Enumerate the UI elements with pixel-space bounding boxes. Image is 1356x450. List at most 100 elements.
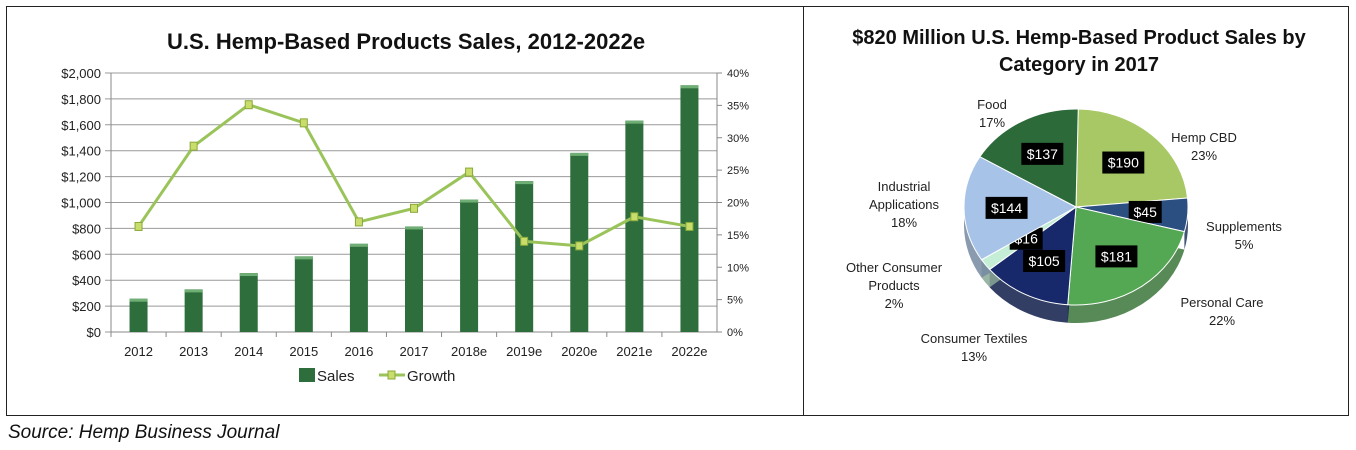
- y2-tick-label: 40%: [727, 68, 749, 80]
- pie-slice-side: [989, 225, 1076, 323]
- slice-percent-label: 17%: [979, 115, 1005, 130]
- y2-tick-label: 5%: [727, 295, 743, 307]
- sales-bar: [515, 181, 534, 332]
- sales-bar-highlight: [184, 289, 203, 293]
- y2-tick-label: 20%: [727, 198, 749, 210]
- sales-bar-highlight: [294, 256, 313, 260]
- slice-category-label: Consumer Textiles: [921, 331, 1028, 346]
- sales-bar-highlight: [405, 226, 423, 230]
- sales-bar-highlight: [570, 152, 589, 156]
- y-tick-label: $1,000: [61, 196, 101, 211]
- pie-chart-title: $820 Million U.S. Hemp-Based Product Sal…: [852, 27, 1306, 76]
- y-tick-label: $800: [72, 221, 101, 236]
- slice-category-label: Food: [977, 97, 1007, 112]
- slice-value-box: [985, 196, 1028, 219]
- slice-percent-label: 22%: [1209, 313, 1235, 328]
- y2-tick-label: 25%: [727, 165, 749, 177]
- legend-growth-marker: [387, 370, 396, 380]
- growth-point: [465, 167, 474, 177]
- sales-bar: [239, 273, 258, 332]
- bar-chart-title: U.S. Hemp-Based Products Sales, 2012-202…: [166, 29, 646, 54]
- x-tick-label: 2015: [289, 344, 318, 359]
- slice-percent-label: 18%: [891, 215, 917, 230]
- x-tick-label: 2019e: [506, 344, 542, 359]
- slice-percent-label: 23%: [1191, 148, 1217, 163]
- legend-sales-label: Sales: [317, 368, 355, 385]
- y-tick-label: $400: [72, 273, 101, 288]
- growth-point: [630, 212, 639, 222]
- slice-category-label: Industrial: [878, 179, 931, 194]
- y2-tick-label: 0%: [727, 327, 743, 339]
- y-tick-label: $200: [72, 299, 101, 314]
- sales-bar: [184, 289, 203, 332]
- slice-category-label: Supplements: [1206, 219, 1282, 234]
- slice-category-label: Hemp CBD: [1171, 130, 1237, 145]
- slice-value-box: [1021, 142, 1064, 165]
- growth-point: [134, 221, 143, 231]
- slice-value-label: $144: [991, 200, 1022, 216]
- x-tick-label: 2014: [234, 344, 263, 359]
- sales-bar: [294, 256, 313, 332]
- slice-value-box: [1095, 245, 1138, 268]
- growth-point: [189, 141, 198, 151]
- growth-point: [520, 236, 529, 246]
- x-tick-label: 2017: [400, 344, 429, 359]
- growth-point: [244, 100, 253, 110]
- pie-chart: $190 Hemp CBD 23% $45 Supplements 5% $181 Perso…: [846, 97, 1282, 364]
- pie-chart-panel: $820 Million U.S. Hemp-Based Product Sal…: [803, 6, 1349, 416]
- x-tick-label: 2016: [344, 344, 373, 359]
- y-tick-label: $1,200: [61, 170, 101, 185]
- slice-value-label: $45: [1134, 204, 1158, 220]
- x-tick-label: 2022e: [671, 344, 707, 359]
- slice-value-label: $105: [1029, 253, 1060, 269]
- sales-bar: [625, 120, 644, 332]
- sales-bar-highlight: [349, 243, 368, 247]
- sales-bar-highlight: [680, 85, 699, 89]
- slice-category-label: Applications: [869, 197, 940, 212]
- bar-line-chart: $0 $200 $400 $600 $800 $1,000 $1,200 $1,400 $1,6…: [61, 66, 749, 385]
- slice-percent-label: 5%: [1235, 237, 1254, 252]
- slice-value-box: [1128, 200, 1162, 223]
- y-tick-label: $1,600: [61, 118, 101, 133]
- y2-tick-label: 30%: [727, 133, 749, 145]
- growth-point: [410, 203, 418, 213]
- slice-category-label: Personal Care: [1180, 295, 1263, 310]
- sales-bar: [349, 243, 368, 332]
- sales-bar-highlight: [515, 181, 534, 185]
- growth-point: [575, 241, 584, 251]
- x-tick-label: 2012: [124, 344, 153, 359]
- sales-bar: [680, 85, 699, 333]
- slice-value-label: $181: [1101, 248, 1132, 264]
- y2-tick-label: 15%: [727, 230, 749, 242]
- slice-value-label: $190: [1108, 155, 1139, 171]
- slice-value-box: [1102, 151, 1145, 174]
- sales-bar-highlight: [129, 298, 148, 302]
- sales-bar-highlight: [625, 120, 644, 124]
- slice-value-box: [1023, 249, 1066, 272]
- slice-value-label: $137: [1027, 146, 1058, 162]
- y-tick-label: $600: [72, 247, 101, 262]
- growth-point: [685, 221, 694, 231]
- x-tick-label: 2021e: [616, 344, 652, 359]
- y2-tick-label: 35%: [727, 100, 749, 112]
- growth-point: [299, 118, 308, 128]
- source-note: Source: Hemp Business Journal: [8, 422, 280, 443]
- slice-percent-label: 2%: [885, 296, 904, 311]
- y-tick-label: $1,800: [61, 92, 101, 107]
- x-tick-label: 2018e: [451, 344, 487, 359]
- legend-sales-swatch: [299, 368, 315, 382]
- sales-bar-highlight: [239, 273, 258, 277]
- sales-bar: [460, 199, 479, 332]
- y-tick-label: $0: [87, 325, 101, 340]
- bar-chart-panel: U.S. Hemp-Based Products Sales, 2012-202…: [6, 6, 804, 416]
- y2-tick-label: 10%: [727, 262, 749, 274]
- slice-category-label: Products: [868, 278, 920, 293]
- growth-line: [137, 103, 690, 248]
- sales-bar: [405, 226, 423, 332]
- growth-point: [354, 217, 363, 227]
- legend-growth-label: Growth: [407, 368, 455, 385]
- x-tick-label: 2013: [179, 344, 208, 359]
- x-tick-label: 2020e: [561, 344, 597, 359]
- slice-category-label: Other Consumer: [846, 260, 943, 275]
- y-tick-label: $1,400: [61, 144, 101, 159]
